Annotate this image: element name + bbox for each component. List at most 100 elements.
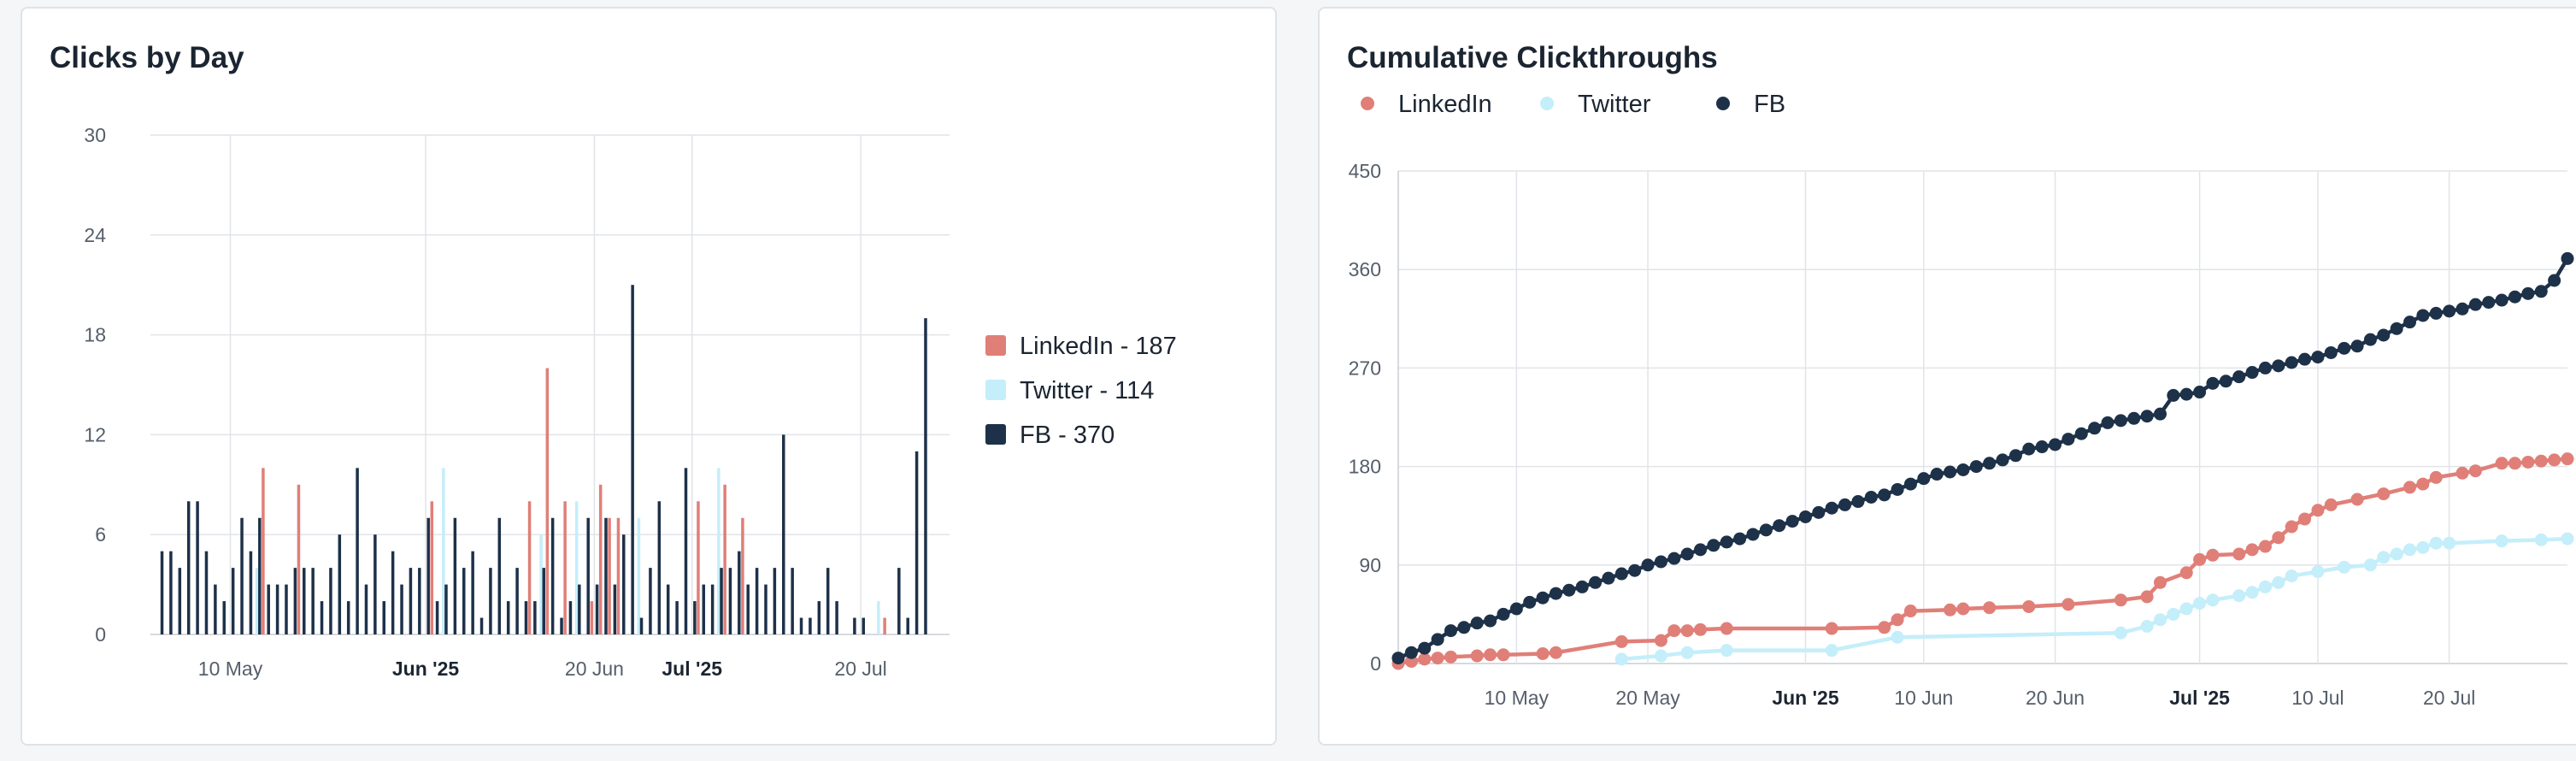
point-fb	[2403, 316, 2417, 329]
point-fb	[2114, 414, 2127, 428]
bar-fb	[506, 601, 510, 634]
cumulative-clickthroughs-title: Cumulative Clickthroughs	[1347, 41, 1718, 74]
point-twitter	[2154, 613, 2167, 627]
point-fb	[1404, 646, 1418, 659]
bar-fb	[560, 617, 563, 634]
point-fb	[2272, 359, 2285, 373]
point-fb	[2495, 293, 2508, 307]
legend-swatch-fb	[985, 424, 1006, 445]
bar-fb	[204, 551, 209, 634]
point-fb	[2455, 302, 2469, 316]
bar-fb	[897, 568, 901, 634]
point-linkedin	[2154, 575, 2167, 589]
bar-fb	[338, 534, 342, 634]
bar-fb	[311, 568, 315, 634]
bar-fb	[471, 551, 474, 634]
point-twitter	[1654, 649, 1667, 663]
y-tick-label: 24	[84, 224, 106, 246]
point-fb	[1667, 552, 1681, 565]
point-twitter	[2311, 564, 2325, 578]
point-linkedin	[1891, 613, 1904, 627]
bar-fb	[524, 601, 528, 634]
point-fb	[2101, 416, 2114, 429]
bar-fb	[418, 568, 421, 634]
point-twitter	[2363, 558, 2377, 572]
point-linkedin	[1680, 624, 1694, 638]
point-fb	[1891, 482, 1904, 496]
point-linkedin	[1720, 622, 1733, 635]
point-twitter	[1891, 630, 1904, 644]
line-linkedin	[1397, 457, 2568, 666]
legend-label-linkedin: LinkedIn	[1398, 91, 1492, 118]
point-twitter	[2140, 619, 2154, 633]
bar-fb	[746, 584, 750, 634]
point-fb	[1509, 602, 1523, 616]
bar-linkedin	[262, 468, 265, 634]
y-tick-label: 90	[1359, 554, 1381, 576]
bar-fb	[853, 617, 856, 634]
bar-fb	[720, 568, 723, 634]
point-linkedin	[1418, 652, 1432, 666]
point-fb	[1562, 583, 1576, 597]
point-linkedin	[2272, 531, 2285, 545]
bar-fb	[649, 568, 652, 634]
point-fb	[2035, 440, 2049, 454]
point-fb	[2298, 352, 2312, 366]
point-fb	[2193, 386, 2207, 399]
point-fb	[2390, 322, 2403, 335]
point-linkedin	[2429, 470, 2443, 484]
bar-linkedin	[527, 501, 532, 634]
bar-fb	[382, 601, 386, 634]
bar-fb	[293, 568, 297, 634]
point-twitter	[2338, 560, 2351, 574]
point-twitter	[2245, 586, 2259, 599]
x-tick-label: Jul '25	[2169, 687, 2230, 709]
bar-twitter	[574, 501, 579, 634]
bar-fb	[578, 584, 581, 634]
bar-fb	[373, 534, 377, 634]
bar-fb	[303, 568, 306, 634]
point-fb	[1720, 535, 1733, 549]
x-tick-label: 10 May	[198, 658, 263, 680]
bar-fb	[479, 617, 484, 634]
point-fb	[1457, 621, 1471, 634]
series-linkedin	[1391, 452, 2574, 670]
point-fb	[2363, 333, 2377, 346]
point-linkedin	[2311, 504, 2325, 517]
point-fb	[1864, 490, 1878, 504]
point-fb	[1523, 595, 1537, 609]
y-tick-label: 0	[95, 623, 106, 646]
line-twitter	[1621, 536, 2568, 662]
point-fb	[1391, 652, 1405, 665]
legend-swatch-twitter	[985, 380, 1006, 400]
bar-fb	[275, 584, 279, 634]
point-fb	[1838, 498, 1852, 511]
point-fb	[2167, 388, 2180, 402]
bar-fb	[631, 285, 634, 634]
legend-label-twitter: Twitter	[1578, 91, 1651, 118]
bar-twitter	[717, 468, 720, 634]
point-fb	[2311, 351, 2325, 364]
point-linkedin	[2495, 457, 2508, 470]
point-fb	[1878, 488, 1891, 502]
series-fb	[1391, 251, 2574, 665]
point-linkedin	[2561, 452, 2574, 466]
bar-fb	[906, 617, 909, 634]
point-twitter	[2179, 602, 2193, 616]
point-linkedin	[2298, 512, 2312, 526]
bar-linkedin	[741, 517, 744, 634]
point-fb	[1694, 543, 1708, 557]
bar-fb	[915, 451, 919, 634]
bar-fb	[826, 568, 830, 634]
point-fb	[1444, 624, 1457, 638]
clicks-by-day-chart: 0 6 12 18 24 30 10 May Jun '25 20 Jun Jul '25 20 J…	[84, 124, 1176, 680]
bar-fb	[693, 601, 697, 634]
y-tick-label: 360	[1349, 258, 1381, 280]
point-fb	[2219, 375, 2232, 388]
point-fb	[2179, 387, 2193, 401]
bar-fb	[186, 501, 191, 634]
bar-fb	[657, 501, 662, 634]
bar-fb	[240, 517, 244, 634]
point-linkedin	[1497, 648, 1510, 662]
point-fb	[2154, 407, 2167, 421]
